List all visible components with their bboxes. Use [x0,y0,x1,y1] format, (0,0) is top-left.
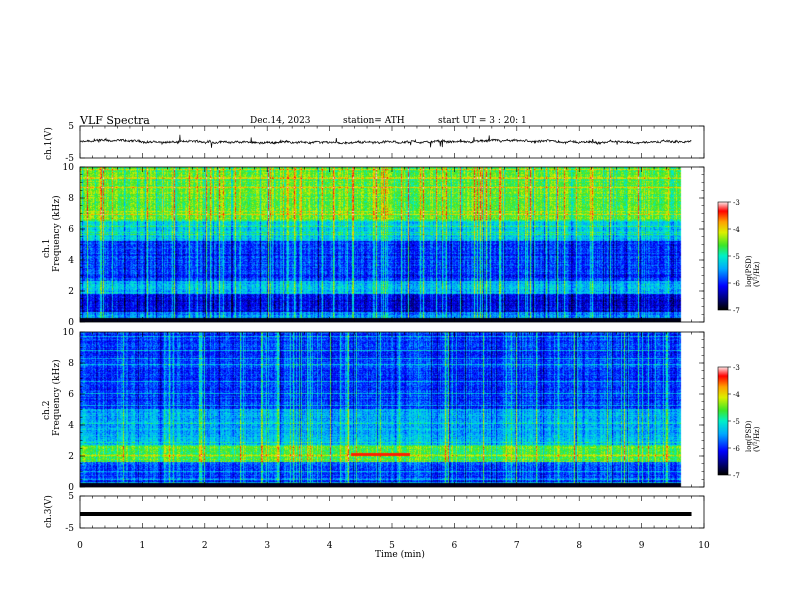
y-tick-label: 8 [68,194,74,204]
colorbar-tick-label: -5 [733,253,740,261]
y-tick-label: 2 [68,287,74,297]
ch1-voltage-ylabel: ch.1(V) [44,127,54,160]
ch2-spectrogram-image [80,332,692,487]
cb2-frame [717,366,729,476]
ch2-frequency-ylabel: Frequency (kHz) [52,359,62,436]
ch2-spectrogram-channel-label: ch.2 [42,400,52,420]
y-tick-label: 0 [68,318,74,328]
x-tick-label: 6 [452,541,458,551]
y-tick-label: 4 [68,421,74,431]
cb1-frame [717,201,729,311]
ch1-spectrogram-channel-label: ch.1 [42,238,52,258]
colorbar-tick-label: -6 [733,280,740,288]
x-tick-label: 1 [140,541,146,551]
x-tick-label: 5 [389,541,395,551]
colorbar-tick-label: -4 [733,226,740,234]
x-tick-label: 4 [327,541,333,551]
x-tick-label: 8 [576,541,582,551]
ch1-colorbar [718,202,728,310]
date-label: Dec.14, 2023 [250,116,311,126]
ch2-colorbar-label: log(PSD)(V²/Hz) [745,420,761,452]
start-time-label: start UT = 3 : 20: 1 [438,116,527,126]
y-tick-label: 5 [68,492,74,502]
colorbar-tick-label: -4 [733,391,740,399]
y-tick-label: 10 [63,328,75,338]
ch1-spectrogram-image [80,167,692,322]
x-axis-label: Time (min) [375,550,425,560]
x-tick-label: 2 [202,541,208,551]
colorbar-tick-label: -3 [733,364,740,372]
y-tick-label: -5 [65,524,74,534]
plot-title: VLF Spectra [80,114,150,127]
y-tick-label: -5 [65,154,74,164]
ch1-spectrogram-frame [79,166,705,323]
y-tick-label: 2 [68,452,74,462]
ch2-spectrogram-frame [79,331,705,488]
x-tick-label: 9 [639,541,645,551]
x-tick-label: 7 [514,541,520,551]
y-tick-label: 4 [68,256,74,266]
ch1-frequency-ylabel: Frequency (kHz) [52,195,62,272]
colorbar-tick-label: -7 [733,472,740,480]
y-tick-label: 6 [68,390,74,400]
ch2-colorbar [718,367,728,475]
ch1-colorbar-label: log(PSD)(V²/Hz) [745,255,761,287]
colorbar-tick-label: -3 [733,199,740,207]
y-tick-label: 6 [68,225,74,235]
colorbar-tick-label: -6 [733,445,740,453]
x-tick-label: 10 [698,541,710,551]
y-tick-label: 10 [63,163,75,173]
colorbar-tick-label: -5 [733,418,740,426]
y-tick-label: 5 [68,122,74,132]
station-label: station= ATH [343,116,405,126]
x-tick-label: 0 [77,541,83,551]
ch1-waveform-line [79,134,692,148]
x-tick-label: 3 [264,541,270,551]
y-tick-label: 8 [68,359,74,369]
y-tick-label: 0 [68,483,74,493]
colorbar-tick-label: -7 [733,307,740,315]
ch3-voltage-ylabel: ch.3(V) [44,495,54,528]
